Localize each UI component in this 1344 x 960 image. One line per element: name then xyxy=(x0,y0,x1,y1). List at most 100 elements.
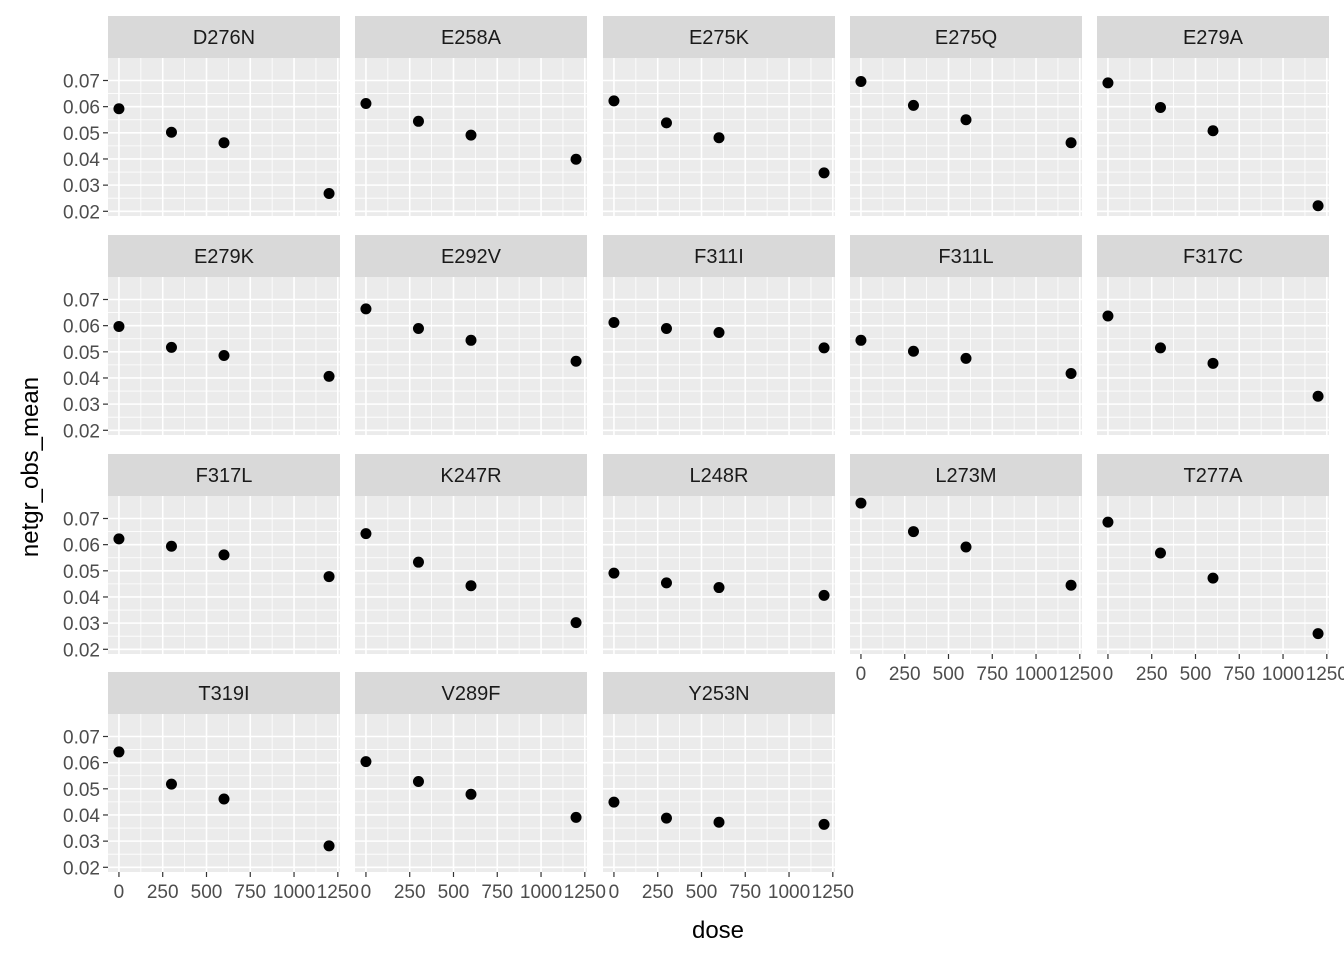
panel-background xyxy=(850,58,1082,216)
data-point xyxy=(1207,357,1219,369)
facet-strip-label: E292V xyxy=(441,246,502,268)
data-point xyxy=(113,320,125,332)
facet-strip xyxy=(108,235,340,277)
x-tick-label: 250 xyxy=(642,882,674,903)
data-point xyxy=(1102,516,1114,528)
facet-strip-label: K247R xyxy=(440,465,501,487)
data-point xyxy=(360,528,372,540)
x-tick-label: 0 xyxy=(114,882,125,903)
data-point xyxy=(855,76,867,88)
panel-background xyxy=(603,714,835,872)
y-axis-title: netgr_obs_mean xyxy=(17,377,44,557)
data-point xyxy=(608,567,620,579)
x-tick-label: 500 xyxy=(1180,664,1212,685)
facet-panel: T277A 0 250 500 750 1000 1250 xyxy=(1097,454,1344,685)
facet-strip-label: F311L xyxy=(938,246,993,268)
data-point xyxy=(818,589,830,601)
data-point xyxy=(855,334,867,346)
facet-panel: K247R xyxy=(355,454,587,654)
data-point xyxy=(412,115,424,127)
x-axis-title: dose xyxy=(692,917,744,944)
data-point xyxy=(165,778,177,790)
data-point xyxy=(660,577,672,589)
x-tick-label: 1250 xyxy=(564,882,606,903)
data-point xyxy=(1154,342,1166,354)
x-tick-label: 500 xyxy=(438,882,470,903)
data-point xyxy=(660,323,672,335)
facet-strip xyxy=(355,16,587,58)
data-point xyxy=(1065,137,1077,149)
y-tick-label: 0.05 xyxy=(63,562,100,583)
data-point xyxy=(465,129,477,141)
data-point xyxy=(465,580,477,592)
facet-strip xyxy=(1097,16,1329,58)
x-tick-label: 1000 xyxy=(273,882,315,903)
data-point xyxy=(960,541,972,553)
facet-strip xyxy=(1097,235,1329,277)
data-point xyxy=(113,746,125,758)
facet-panel: E275K xyxy=(603,16,835,216)
x-tick-label: 250 xyxy=(394,882,426,903)
panel-background xyxy=(355,277,587,435)
facet-panel: E292V xyxy=(355,235,587,435)
data-point xyxy=(1065,579,1077,591)
data-point xyxy=(713,816,725,828)
facet-panel: E279K 0.02 0.03 0.04 0.05 0.06 0.07 xyxy=(63,235,340,442)
data-point xyxy=(1207,125,1219,137)
facet-panel: F317C xyxy=(1097,235,1329,435)
data-point xyxy=(360,756,372,768)
facet-strip xyxy=(850,235,1082,277)
panel-background xyxy=(108,496,340,654)
panel-background xyxy=(108,58,340,216)
data-point xyxy=(608,95,620,107)
data-point xyxy=(570,811,582,823)
x-tick-label: 750 xyxy=(481,882,513,903)
x-tick-label: 0 xyxy=(361,882,372,903)
facet-strip-label: D276N xyxy=(193,27,255,49)
facet-strip xyxy=(1097,454,1329,496)
data-point xyxy=(218,349,230,361)
x-tick-label: 1250 xyxy=(1059,664,1101,685)
panel-background xyxy=(603,496,835,654)
panel-background xyxy=(355,496,587,654)
y-tick-label: 0.06 xyxy=(63,98,100,119)
y-tick-label: 0.04 xyxy=(63,369,100,390)
y-tick-label: 0.03 xyxy=(63,614,100,635)
facet-strip-label: E258A xyxy=(441,27,502,49)
facet-panel: V289F 0 250 500 750 1000 1250 xyxy=(355,672,606,903)
facet-panel: E258A xyxy=(355,16,587,216)
x-tick-label: 500 xyxy=(933,664,965,685)
facet-strip-label: F317L xyxy=(196,465,253,487)
facet-strip xyxy=(355,672,587,714)
data-point xyxy=(960,352,972,364)
y-tick-label: 0.07 xyxy=(63,290,100,311)
y-tick-label: 0.06 xyxy=(63,536,100,557)
x-tick-label: 0 xyxy=(609,882,620,903)
facet-panel: F317L 0.02 0.03 0.04 0.05 0.06 0.07 xyxy=(63,454,340,661)
x-tick-label: 250 xyxy=(1136,664,1168,685)
panel-background xyxy=(603,277,835,435)
data-point xyxy=(855,497,867,509)
data-point xyxy=(218,793,230,805)
x-tick-label: 1250 xyxy=(317,882,359,903)
data-point xyxy=(1154,101,1166,113)
data-point xyxy=(1102,77,1114,89)
facet-strip-label: E275Q xyxy=(935,27,997,49)
data-point xyxy=(218,549,230,561)
x-tick-label: 0 xyxy=(1103,664,1114,685)
data-point xyxy=(323,840,335,852)
facet-strip-label: F311I xyxy=(694,246,744,268)
panel-background xyxy=(108,714,340,872)
y-tick-label: 0.07 xyxy=(63,509,100,530)
data-point xyxy=(218,137,230,149)
y-tick-label: 0.05 xyxy=(63,343,100,364)
data-point xyxy=(323,571,335,583)
facet-panel: F311L xyxy=(850,235,1082,435)
data-point xyxy=(1065,368,1077,380)
data-point xyxy=(1102,310,1114,322)
data-point xyxy=(713,582,725,594)
facet-strip xyxy=(850,16,1082,58)
facet-panel: D276N 0.02 0.03 0.04 0.05 0.06 0.07 xyxy=(63,16,340,223)
x-tick-label: 1250 xyxy=(1306,664,1344,685)
data-point xyxy=(907,526,919,538)
